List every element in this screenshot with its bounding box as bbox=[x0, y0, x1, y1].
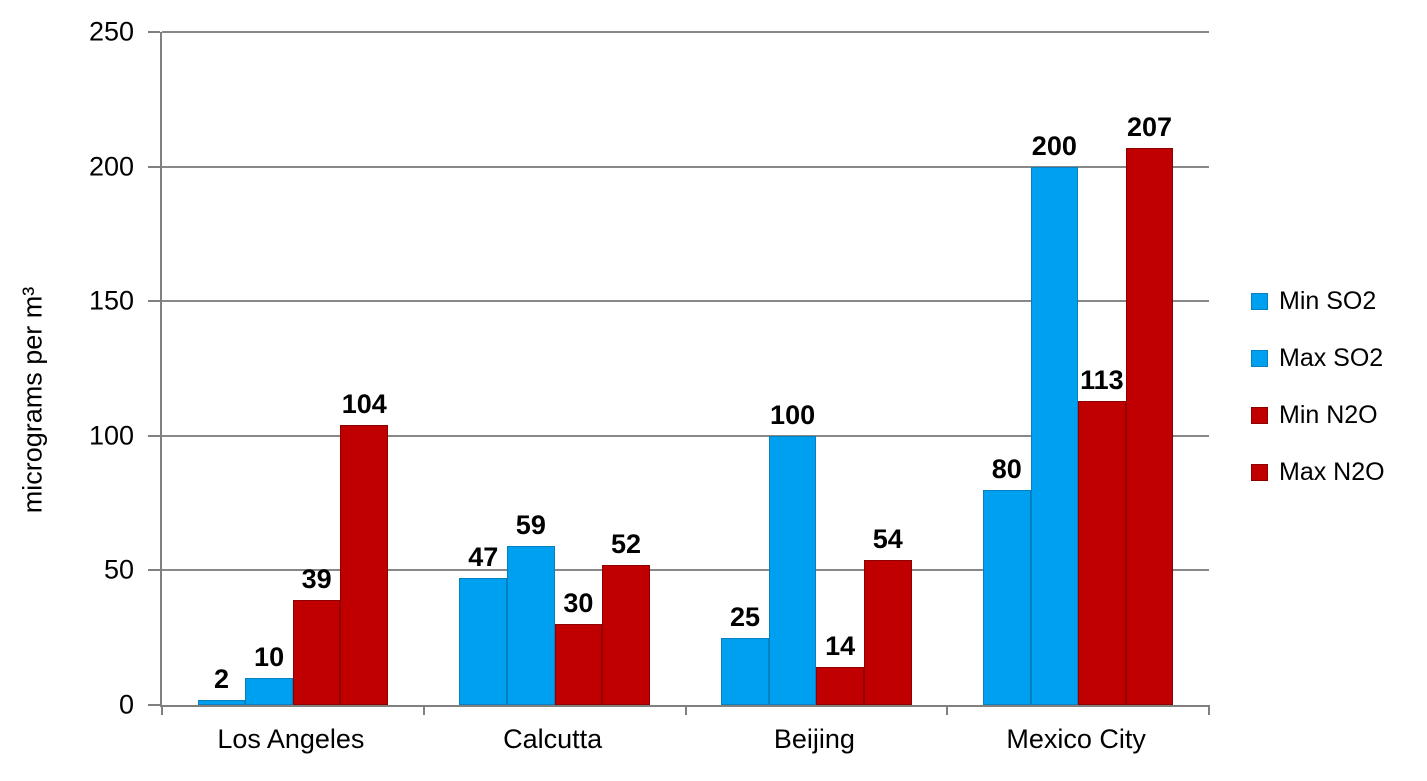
y-axis-title: micrograms per m³ bbox=[17, 286, 48, 514]
bar: 80 bbox=[982, 454, 1031, 705]
bar-group: 47 59 30 52 bbox=[424, 32, 686, 705]
legend-item-min-n2o: Min N2O bbox=[1251, 400, 1385, 431]
bar: 54 bbox=[863, 524, 912, 705]
bar: 59 bbox=[507, 510, 555, 705]
plot-area: 2 10 39 104 47 59 30 52 25 100 14 54 80 200 113 207 bbox=[148, 31, 1210, 715]
legend-label: Min SO2 bbox=[1279, 287, 1377, 315]
x-axis-tick bbox=[161, 705, 163, 715]
bar: 100 bbox=[768, 400, 817, 705]
data-label: 54 bbox=[872, 523, 903, 554]
legend: Min SO2 Max SO2 Min N2O Max N2O bbox=[1251, 286, 1385, 488]
gridline bbox=[162, 569, 1209, 572]
y-axis-tick bbox=[148, 31, 160, 33]
bar: 10 bbox=[245, 642, 293, 705]
y-axis-tick-label: 0 bbox=[118, 689, 134, 720]
x-axis-tick bbox=[684, 705, 687, 715]
bar: 39 bbox=[292, 564, 341, 705]
data-label: 52 bbox=[610, 529, 642, 560]
y-axis-tick bbox=[148, 569, 160, 572]
legend-swatch-icon bbox=[1251, 293, 1268, 310]
y-axis-tick bbox=[148, 704, 160, 706]
bar: 104 bbox=[340, 389, 389, 705]
y-axis-tick-labels: 0 50 100 150 200 250 bbox=[56, 18, 134, 718]
x-axis-category-labels: Los Angeles Calcutta Beijing Mexico City bbox=[160, 722, 1207, 762]
bar: 207 bbox=[1125, 112, 1174, 705]
data-label: 30 bbox=[563, 588, 594, 619]
legend-label: Min N2O bbox=[1279, 401, 1378, 429]
data-label: 10 bbox=[254, 642, 285, 673]
y-axis-tick-label: 50 bbox=[103, 554, 134, 585]
bar: 200 bbox=[1030, 131, 1079, 705]
y-axis-tick bbox=[148, 165, 160, 168]
gridline bbox=[162, 31, 1209, 33]
y-axis-tick-label: 100 bbox=[88, 420, 134, 451]
gridline bbox=[162, 434, 1209, 437]
bar: 113 bbox=[1078, 365, 1126, 705]
data-label: 25 bbox=[729, 601, 761, 632]
data-label: 2 bbox=[213, 663, 230, 694]
y-axis-tick bbox=[148, 434, 160, 437]
data-label: 200 bbox=[1031, 130, 1077, 161]
bar: 2 bbox=[197, 664, 246, 705]
data-label: 80 bbox=[991, 453, 1022, 484]
legend-item-max-so2: Max SO2 bbox=[1251, 343, 1385, 374]
bar: 30 bbox=[554, 588, 603, 705]
legend-label: Max N2O bbox=[1279, 458, 1385, 486]
data-label: 113 bbox=[1080, 364, 1124, 395]
category-label: Mexico City bbox=[1006, 724, 1146, 754]
bar-group: 80 200 113 207 bbox=[947, 32, 1209, 705]
x-axis-tick bbox=[1208, 705, 1210, 715]
bar-group: 2 10 39 104 bbox=[162, 32, 424, 705]
legend-swatch-icon bbox=[1251, 407, 1268, 424]
y-axis-tick-label: 150 bbox=[88, 285, 134, 316]
bar: 14 bbox=[816, 631, 864, 705]
y-axis-tick-label: 250 bbox=[88, 16, 134, 47]
legend-item-max-n2o: Max N2O bbox=[1251, 457, 1385, 488]
gridline bbox=[162, 300, 1209, 303]
legend-label: Max SO2 bbox=[1279, 344, 1384, 372]
data-label: 47 bbox=[468, 542, 499, 573]
gridline bbox=[162, 165, 1209, 168]
legend-swatch-icon bbox=[1251, 350, 1268, 367]
y-axis-tick bbox=[148, 300, 160, 303]
category-label: Los Angeles bbox=[217, 724, 365, 754]
data-label: 207 bbox=[1126, 111, 1173, 142]
bar-group: 25 100 14 54 bbox=[686, 32, 948, 705]
bar: 52 bbox=[602, 529, 650, 705]
data-label: 14 bbox=[825, 631, 856, 662]
category-label: Beijing bbox=[773, 724, 855, 754]
legend-swatch-icon bbox=[1251, 464, 1268, 481]
data-label: 100 bbox=[770, 399, 816, 430]
y-axis-tick-label: 200 bbox=[88, 151, 134, 182]
bar: 47 bbox=[459, 542, 508, 705]
data-label: 59 bbox=[515, 510, 546, 541]
data-label: 104 bbox=[341, 389, 387, 420]
category-label: Calcutta bbox=[503, 724, 603, 754]
legend-item-min-so2: Min SO2 bbox=[1251, 286, 1385, 317]
bar: 25 bbox=[721, 602, 769, 705]
x-axis-tick bbox=[946, 705, 949, 715]
x-axis-tick bbox=[422, 705, 425, 715]
data-label: 39 bbox=[301, 564, 332, 595]
